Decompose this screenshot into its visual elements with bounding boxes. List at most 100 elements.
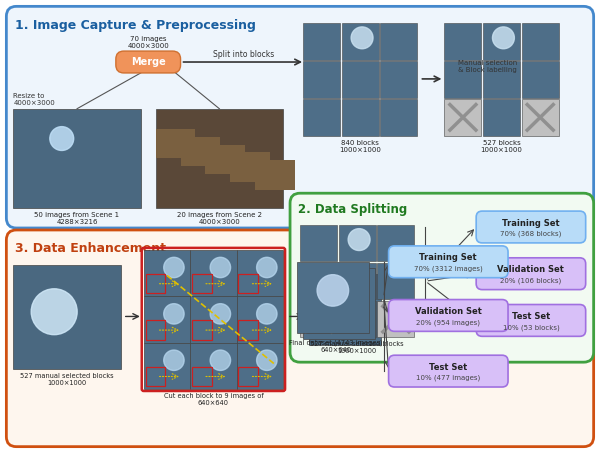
Bar (192, 321, 212, 340)
Text: Test Set: Test Set (429, 363, 467, 372)
Text: Final dataset (4743 images)
640×640: Final dataset (4743 images) 640×640 (289, 339, 383, 353)
Bar (144, 250, 190, 296)
Bar (190, 343, 236, 389)
Text: Resize to
4000×3000: Resize to 4000×3000 (13, 93, 55, 106)
Bar (236, 296, 283, 343)
Circle shape (348, 229, 370, 251)
Bar (238, 367, 258, 386)
Text: Manual selection
& Block labelling: Manual selection & Block labelling (458, 60, 517, 73)
Text: Validation Set: Validation Set (415, 307, 482, 316)
Bar (192, 274, 212, 293)
Text: 20 images from Scene 2
4000×3000: 20 images from Scene 2 4000×3000 (177, 212, 262, 225)
Bar (303, 99, 340, 136)
FancyBboxPatch shape (476, 258, 586, 290)
Bar (146, 274, 165, 293)
Circle shape (50, 127, 74, 150)
Bar (380, 99, 418, 136)
Text: Validation Set: Validation Set (497, 266, 565, 274)
Bar (521, 23, 559, 59)
Bar (13, 109, 141, 208)
Bar (236, 250, 283, 296)
Bar (303, 23, 340, 59)
FancyBboxPatch shape (476, 211, 586, 243)
Bar (445, 99, 481, 136)
Bar (230, 153, 270, 182)
Bar (380, 61, 418, 98)
Text: 2. Data Splitting: 2. Data Splitting (298, 203, 407, 216)
Text: 3. Data Enhancement: 3. Data Enhancement (16, 242, 166, 255)
Bar (236, 343, 283, 389)
Bar (341, 23, 379, 59)
Bar (13, 265, 121, 369)
Bar (521, 99, 559, 136)
Circle shape (31, 289, 77, 335)
Bar (146, 321, 165, 340)
Bar (483, 23, 520, 59)
Bar (300, 225, 337, 262)
Bar (341, 61, 379, 98)
Bar (338, 301, 376, 337)
Text: 70 images
4000×3000: 70 images 4000×3000 (127, 36, 169, 49)
Text: 10% (53 blocks): 10% (53 blocks) (503, 324, 559, 331)
Circle shape (317, 275, 349, 306)
Bar (377, 301, 415, 337)
Text: 1. Image Capture & Preprocessing: 1. Image Capture & Preprocessing (16, 19, 256, 32)
Text: Test Set: Test Set (512, 312, 550, 321)
Bar (300, 301, 337, 337)
Bar (144, 296, 190, 343)
Bar (205, 144, 245, 174)
Text: Training Set: Training Set (419, 253, 477, 262)
Bar (303, 268, 374, 339)
Bar (445, 61, 481, 98)
Text: Cut each block to 9 images of
640×640: Cut each block to 9 images of 640×640 (164, 393, 263, 406)
Text: 70% (368 blocks): 70% (368 blocks) (500, 231, 562, 237)
Bar (192, 367, 212, 386)
Text: 527 manual selected blocks
1000×1000: 527 manual selected blocks 1000×1000 (20, 373, 114, 386)
Circle shape (210, 304, 230, 324)
Bar (155, 128, 196, 158)
FancyBboxPatch shape (7, 6, 593, 228)
Circle shape (257, 304, 277, 324)
Circle shape (493, 27, 514, 49)
Bar (255, 160, 295, 190)
Circle shape (329, 286, 361, 318)
Circle shape (323, 281, 355, 312)
Bar (377, 263, 415, 299)
FancyBboxPatch shape (7, 230, 593, 447)
FancyBboxPatch shape (389, 246, 508, 278)
Bar (155, 109, 283, 208)
Text: Split into blocks: Split into blocks (212, 50, 274, 59)
Bar (181, 137, 220, 166)
Circle shape (210, 350, 230, 370)
Bar (341, 99, 379, 136)
Text: 50 images from Scene 1
4288×3216: 50 images from Scene 1 4288×3216 (34, 212, 119, 225)
Text: 20% (106 blocks): 20% (106 blocks) (500, 277, 562, 284)
Text: Training Set: Training Set (502, 219, 560, 228)
Text: Merge: Merge (131, 57, 166, 67)
Bar (297, 262, 368, 333)
FancyBboxPatch shape (389, 300, 508, 331)
Text: 70% (3312 images): 70% (3312 images) (414, 266, 482, 272)
Bar (338, 263, 376, 299)
FancyBboxPatch shape (389, 355, 508, 387)
Text: 840 blocks
1000×1000: 840 blocks 1000×1000 (339, 139, 381, 153)
Text: 10% (477 images): 10% (477 images) (416, 375, 481, 381)
Bar (483, 99, 520, 136)
Circle shape (351, 27, 373, 49)
FancyBboxPatch shape (290, 193, 593, 362)
Text: 20% (954 images): 20% (954 images) (416, 319, 481, 326)
Bar (238, 274, 258, 293)
Circle shape (210, 257, 230, 278)
Bar (380, 23, 418, 59)
Bar (338, 225, 376, 262)
Bar (300, 263, 337, 299)
Bar (377, 225, 415, 262)
Circle shape (164, 304, 184, 324)
Circle shape (257, 350, 277, 370)
Bar (483, 61, 520, 98)
Bar (238, 321, 258, 340)
Bar (144, 343, 190, 389)
Text: 527 blocks
1000×1000: 527 blocks 1000×1000 (481, 139, 523, 153)
Bar (190, 250, 236, 296)
Bar (521, 61, 559, 98)
